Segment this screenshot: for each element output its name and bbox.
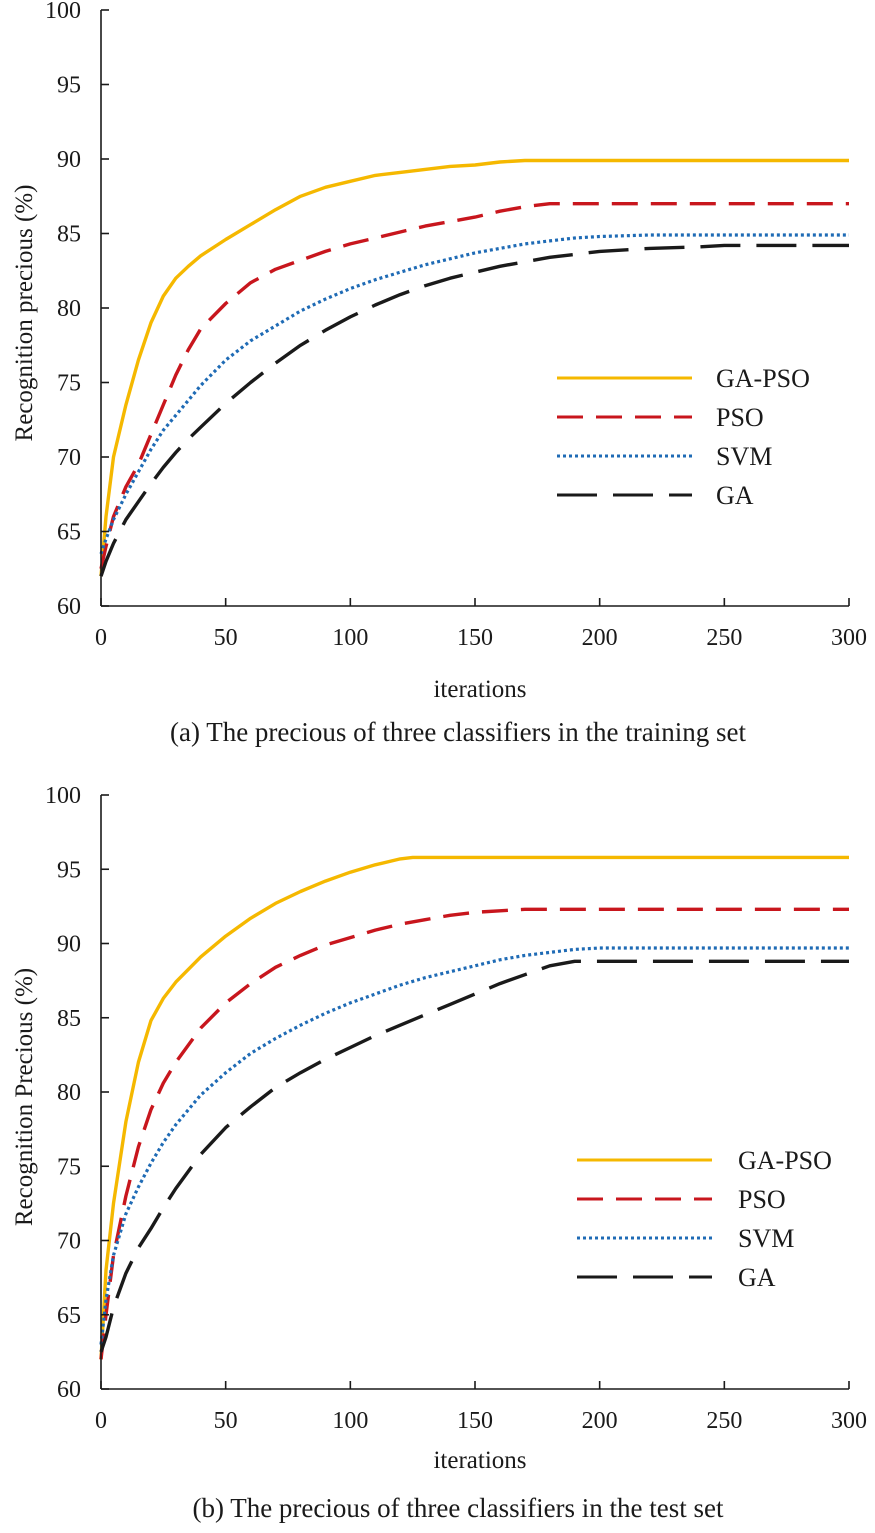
legend-label-ga-pso: GA-PSO: [738, 1146, 832, 1175]
legend-label-svm: SVM: [738, 1224, 794, 1253]
y-tick-label: 60: [57, 1377, 81, 1403]
y-tick-label: 70: [57, 445, 81, 471]
y-tick-label: 65: [57, 1303, 81, 1329]
y-tick-label: 100: [45, 783, 81, 809]
x-tick-label: 200: [582, 1408, 618, 1434]
legend-label-ga: GA: [738, 1263, 776, 1292]
series-line-ga: [99, 959, 849, 1353]
x-tick-label: 150: [457, 1408, 493, 1434]
legend-label-ga-pso: GA-PSO: [716, 364, 810, 393]
y-tick-label: 60: [57, 594, 81, 620]
x-tick-label: 100: [332, 625, 368, 651]
y-tick-label: 65: [57, 520, 81, 546]
chart-b: 60 65 70 75 80 85 90 95 100 0 50 100 150 200 250 300 ite…: [11, 783, 867, 1523]
legend-label-svm: SVM: [716, 442, 772, 471]
x-axis-title: iterations: [433, 676, 526, 703]
legend-label-ga: GA: [716, 481, 754, 510]
legend-label-pso: PSO: [738, 1185, 786, 1214]
y-axis-title: Recognition Precious (%): [11, 968, 38, 1226]
y-tick-label: 80: [57, 1080, 81, 1106]
y-axis-title: Recognition precious (%): [11, 185, 38, 442]
series-line-pso: [99, 201, 849, 570]
series-line-ga: [99, 243, 849, 577]
y-tick-label: 80: [57, 296, 81, 322]
legend: GA-PSO PSO SVM GA: [557, 364, 810, 510]
y-tick-label: 75: [57, 371, 81, 397]
series-line-ga-pso: [99, 855, 849, 1360]
series-line-pso: [99, 907, 849, 1360]
y-tick-label: 85: [57, 222, 81, 248]
y-tick-label: 95: [57, 857, 81, 883]
legend: GA-PSO PSO SVM GA: [577, 1146, 832, 1292]
figure-caption: (a) The precious of three classifiers in…: [170, 717, 747, 747]
y-tick-label: 95: [57, 73, 81, 99]
figure-caption: (b) The precious of three classifiers in…: [192, 1493, 724, 1523]
y-tick-label: 100: [45, 0, 81, 24]
x-tick-label: 0: [95, 625, 107, 651]
y-tick-label: 85: [57, 1006, 81, 1032]
y-tick-label: 90: [57, 147, 81, 173]
x-tick-label: 300: [831, 625, 867, 651]
x-tick-label: 250: [706, 625, 742, 651]
legend-label-pso: PSO: [716, 403, 764, 432]
x-tick-label: 100: [332, 1408, 368, 1434]
x-tick-label: 50: [214, 625, 238, 651]
y-tick-label: 90: [57, 932, 81, 958]
x-axis-title: iterations: [433, 1447, 526, 1474]
x-tick-label: 50: [214, 1408, 238, 1434]
x-tick-label: 200: [582, 625, 618, 651]
series-line-svm: [99, 233, 849, 555]
x-tick-label: 150: [457, 625, 493, 651]
y-tick-label: 70: [57, 1229, 81, 1255]
y-tick-label: 75: [57, 1154, 81, 1180]
series-line-ga-pso: [99, 158, 849, 577]
chart-a: 60 65 70 75 80 85 90 95 100 0 50 100 150 200 250 300 ite…: [11, 0, 867, 747]
x-tick-label: 300: [831, 1408, 867, 1434]
x-tick-label: 250: [706, 1408, 742, 1434]
x-tick-label: 0: [95, 1408, 107, 1434]
series-line-svm: [99, 946, 849, 1345]
